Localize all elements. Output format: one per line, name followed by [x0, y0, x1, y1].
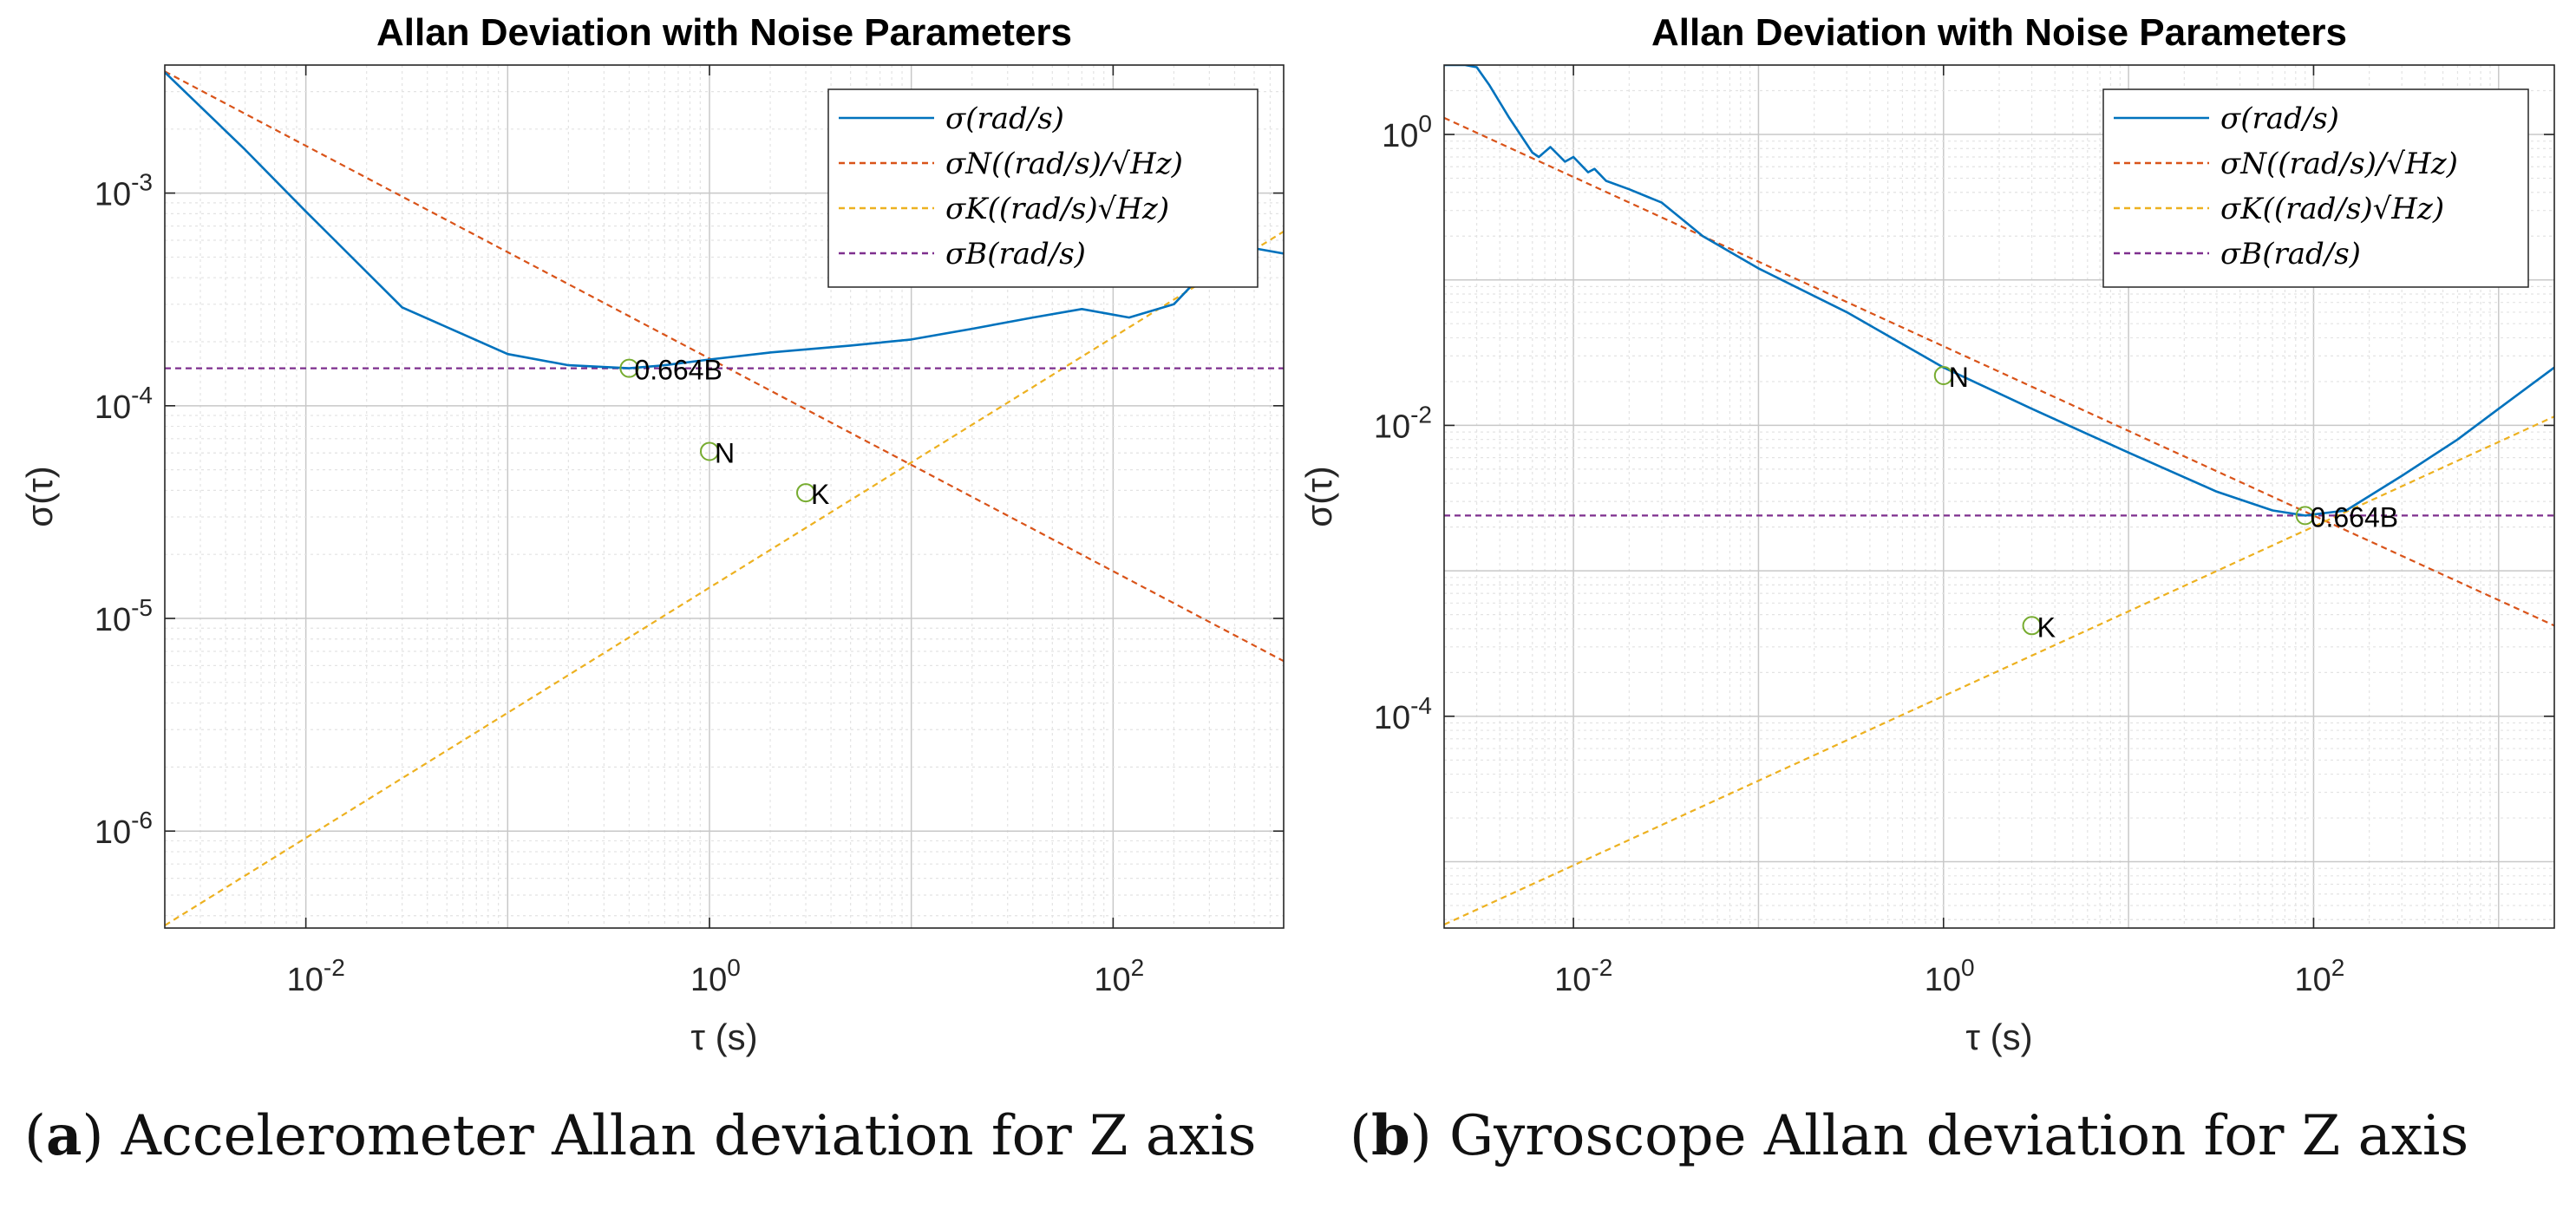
x-tick-label: 100 [1925, 954, 1975, 998]
caption-b-text: Gyroscope Allan deviation for Z axis [1449, 1104, 2469, 1168]
chart-a: 0.664B N K 10-2 100 102 10-6 10-5 10-4 10-3 Allan … [19, 11, 1285, 1057]
legend-label: σN((rad/s)/√Hz) [2220, 147, 2458, 181]
series-line-n [165, 70, 1284, 663]
series-group [1444, 65, 2554, 926]
annotation-marker [619, 358, 639, 378]
chart-title: Allan Deviation with Noise Parameters [376, 11, 1072, 54]
x-tick-label: 100 [690, 954, 741, 998]
y-tick-label: 100 [1382, 110, 1432, 154]
y-tick-label: 10-3 [95, 169, 153, 213]
legend-box [2102, 88, 2529, 288]
x-tick-label: 10-2 [1554, 954, 1612, 998]
series-line-n [1444, 116, 2554, 627]
caption-a: (a) Accelerometer Allan deviation for Z … [24, 1103, 1257, 1168]
chart-b: N 0.664B K 10-2 100 102 10-4 10-2 100 Allan Devia… [1298, 11, 2555, 1057]
x-axis-label: τ (s) [1965, 1017, 2032, 1057]
y-tick-label: 10-4 [1374, 692, 1432, 736]
caption-b: (b) Gyroscope Allan deviation for Z axis [1350, 1103, 2469, 1168]
y-tick-label: 10-4 [95, 382, 153, 426]
series-line-sigma [1444, 65, 2554, 517]
axes-frame [1443, 64, 2555, 929]
annotation-label: K [2037, 611, 2056, 643]
legend-label: σN((rad/s)/√Hz) [945, 147, 1183, 181]
grid [165, 65, 1284, 928]
y-tick-label: 10-6 [95, 807, 153, 851]
annotation-label: K [811, 479, 829, 510]
x-tick-label: 10-2 [287, 954, 345, 998]
legend-label: σ(rad/s) [2220, 101, 2339, 136]
caption-b-label: b [1370, 1103, 1410, 1168]
y-tick-label: 10-5 [95, 594, 153, 638]
annotation-marker [1933, 365, 1953, 385]
chart-title: Allan Deviation with Noise Parameters [1651, 11, 2347, 54]
annotation-marker [796, 483, 816, 503]
series-group [165, 70, 1284, 926]
legend-label: σ(rad/s) [945, 101, 1064, 136]
y-tick-label: 10-2 [1374, 401, 1432, 445]
caption-a-label: a [45, 1103, 82, 1168]
charts-canvas: 0.664B N K 10-2 100 102 10-6 10-5 10-4 10-3 Allan … [19, 11, 2555, 1057]
x-tick-label: 102 [1094, 954, 1144, 998]
annotation-marker [699, 441, 719, 461]
legend: σ(rad/s) σN((rad/s)/√Hz) σK((rad/s)√Hz) σB(… [2102, 88, 2529, 288]
legend-label: σB(rad/s) [945, 237, 1086, 271]
annotation-label: 0.664B [2311, 501, 2398, 533]
legend-label: σB(rad/s) [2220, 237, 2361, 271]
axes-frame [164, 64, 1285, 929]
legend-box [827, 88, 1259, 288]
series-line-sigma [165, 71, 1284, 369]
legend-label: σK((rad/s)√Hz) [2220, 192, 2444, 226]
annotation-marker [2295, 506, 2315, 526]
y-axis-label: σ(τ) [19, 466, 60, 527]
legend: σ(rad/s) σN((rad/s)/√Hz) σK((rad/s)√Hz) σB(… [827, 88, 1259, 288]
caption-a-text: Accelerometer Allan deviation for Z axis [121, 1104, 1257, 1168]
x-tick-label: 102 [2294, 954, 2344, 998]
annotation-label: 0.664B [634, 355, 722, 386]
legend-label: σK((rad/s)√Hz) [945, 192, 1169, 226]
y-axis-label: σ(τ) [1298, 466, 1339, 527]
annotation-label: N [715, 437, 735, 468]
annotation-marker [2022, 616, 2042, 636]
annotation-label: N [1949, 362, 1969, 393]
series-line-k [1444, 415, 2554, 926]
series-line-k [165, 230, 1284, 926]
x-axis-label: τ (s) [690, 1017, 757, 1057]
